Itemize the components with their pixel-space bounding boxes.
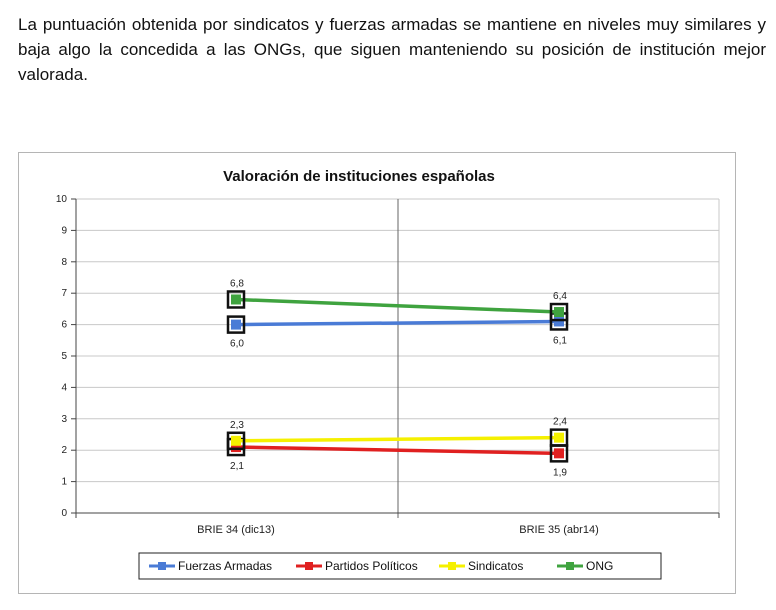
legend-marker-2	[448, 562, 456, 570]
y-tick-label-3: 3	[61, 414, 67, 425]
chart-title: Valoración de instituciones españolas	[223, 168, 495, 185]
series-3-marker-0	[231, 294, 241, 305]
x-category-label-0: BRIE 34 (dic13)	[197, 524, 275, 536]
y-tick-label-8: 8	[61, 257, 67, 268]
y-tick-label-5: 5	[61, 351, 67, 362]
series-2-marker-1	[554, 432, 564, 443]
y-tick-label-6: 6	[61, 320, 67, 331]
series-3-data-label-1: 6,4	[553, 291, 567, 302]
legend-marker-0	[158, 562, 166, 570]
series-2-marker-frame-0	[226, 431, 246, 451]
series-2-marker-0	[231, 435, 241, 446]
series-1-data-label-0: 2,1	[230, 461, 244, 472]
y-tick-label-1: 1	[61, 477, 67, 488]
series-3-marker-frame-1	[549, 302, 569, 322]
series-line-3	[235, 297, 560, 314]
series-3-marker-1	[554, 307, 564, 318]
series-line-0	[235, 319, 560, 327]
intro-paragraph: La puntuación obtenida por sindicatos y …	[18, 15, 766, 84]
series-0-data-label-1: 6,1	[553, 335, 567, 346]
y-tick-label-2: 2	[61, 445, 67, 456]
y-tick-label-7: 7	[61, 288, 67, 299]
series-0-marker-1	[554, 316, 564, 327]
chart-frame: Valoración de instituciones españolas 0 1…	[18, 152, 736, 594]
series-line-1	[235, 445, 560, 456]
series-1-marker-1	[554, 448, 564, 459]
series-line-2	[235, 435, 560, 443]
series-2-marker-frame-1	[549, 428, 569, 447]
legend-label-1: Partidos Políticos	[325, 559, 418, 573]
series-2-data-label-1: 2,4	[553, 417, 567, 428]
legend-label-2: Sindicatos	[468, 559, 523, 573]
series-1-marker-0	[231, 442, 241, 453]
series-3-marker-frame-0	[226, 290, 246, 309]
series-1-data-label-1: 1,9	[553, 467, 567, 478]
series-0-marker-0	[231, 319, 241, 330]
series-0-marker-frame-0	[226, 315, 246, 334]
y-tick-label-0: 0	[61, 508, 67, 519]
series-2-data-label-0: 2,3	[230, 420, 244, 431]
legend-label-0: Fuerzas Armadas	[178, 559, 272, 573]
line-chart: Valoración de instituciones españolas 0 1…	[56, 168, 720, 580]
legend-marker-3	[566, 562, 574, 570]
y-tick-label-10: 10	[56, 194, 68, 205]
legend-label-3: ONG	[586, 559, 613, 573]
x-category-label-1: BRIE 35 (abr14)	[519, 524, 598, 536]
series-0-data-label-0: 6,0	[230, 339, 244, 350]
series-3-data-label-0: 6,8	[230, 278, 244, 289]
legend-marker-1	[305, 562, 313, 570]
y-tick-label-9: 9	[61, 225, 67, 236]
y-tick-label-4: 4	[61, 382, 67, 393]
